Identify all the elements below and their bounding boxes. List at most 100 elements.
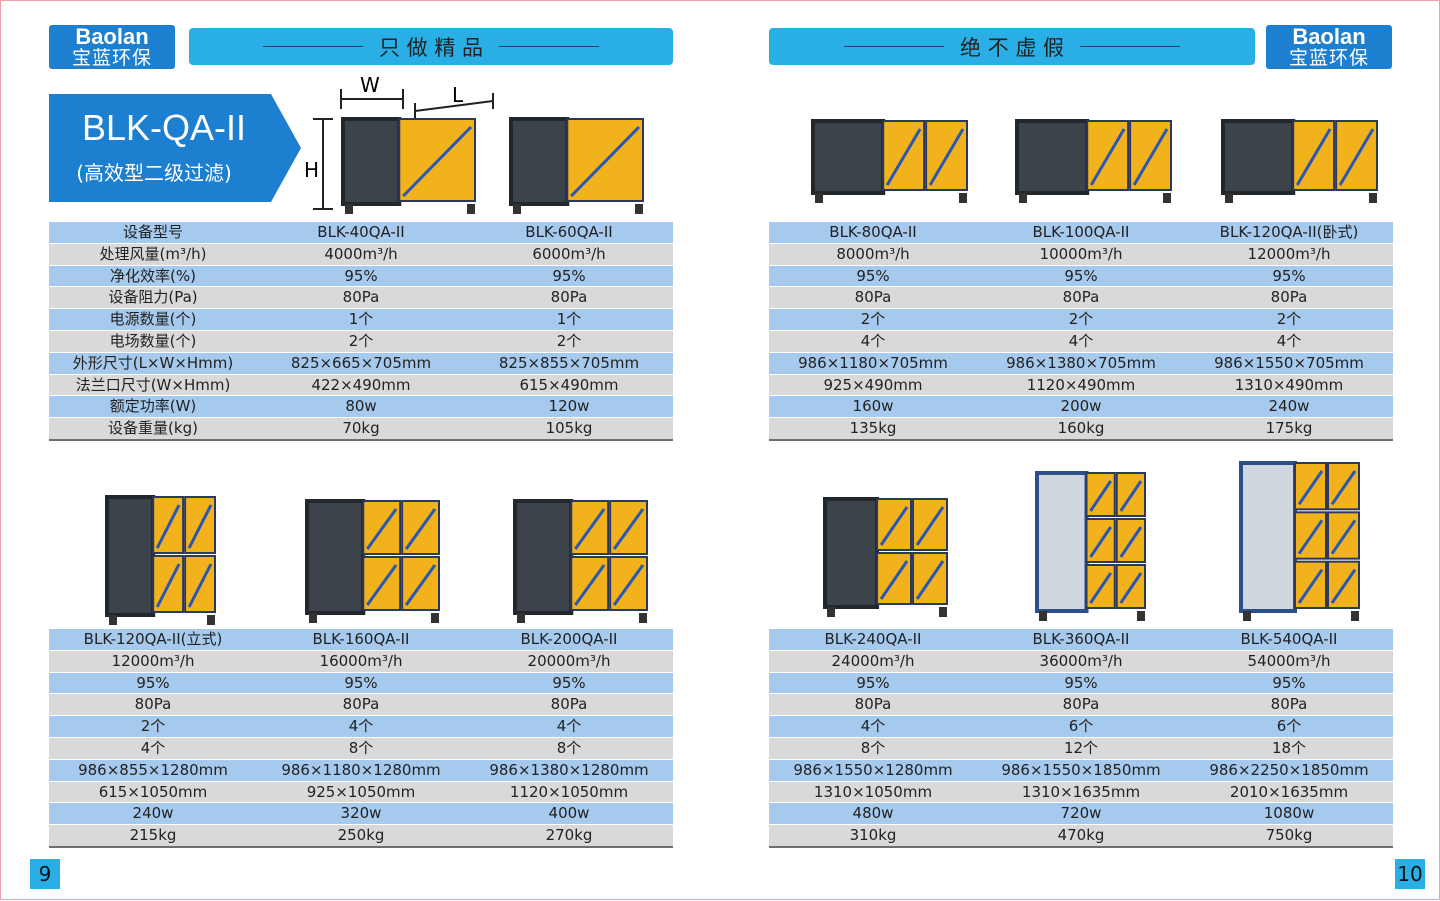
machine-part: [1137, 611, 1145, 621]
table-cell: 400w: [548, 804, 590, 823]
table-cell: 270kg: [545, 826, 593, 845]
table-cell: BLK-360QA-II: [1032, 630, 1130, 648]
machine-part: [1039, 611, 1047, 621]
table-cell: 80Pa: [342, 288, 380, 307]
table-cell: 10000m³/h: [1039, 244, 1123, 263]
table-cell: 95%: [856, 266, 890, 285]
table-cell: 240w: [132, 804, 174, 823]
table-cell: 422×490mm: [311, 375, 411, 394]
table-row: 2个 4个 4个: [49, 715, 673, 737]
machine-part: [1295, 128, 1332, 186]
table-row: 4个 8个 8个: [49, 736, 673, 759]
table-cell: 215kg: [129, 826, 177, 845]
table-cell: 986×1550×1280mm: [793, 760, 953, 779]
table-cell: 18个: [1271, 738, 1307, 757]
machine-part: [366, 508, 398, 550]
machine-part: [345, 204, 353, 214]
machine-part: [1239, 461, 1297, 613]
machine-part: [959, 193, 967, 203]
machine-part: [341, 117, 402, 206]
table-cell: 8个: [348, 738, 374, 757]
table-row: 8个 12个 18个: [769, 736, 1393, 759]
machine-part: [404, 564, 437, 606]
table-cell: 200w: [1060, 397, 1102, 416]
machine-part: [1369, 193, 1377, 203]
table-cell: 设备阻力(Pa): [108, 288, 198, 307]
machine-part: [1351, 611, 1359, 621]
table-cell: 825×855×705mm: [498, 353, 640, 372]
spec-table: BLK-80QA-II BLK-100QA-II BLK-120QA-II(卧式) 8…: [769, 221, 1393, 441]
table-row: 986×1550×1280mm 986×1550×1850mm 986×2250×1…: [769, 758, 1393, 781]
table-row: 外形尺寸(L×W×Hmm) 825×665×705mm 825×855×705mm: [49, 351, 673, 374]
table-cell: 16000m³/h: [319, 651, 403, 670]
table-cell: 12个: [1063, 738, 1099, 757]
table-row: 925×490mm 1120×490mm 1310×490mm: [769, 373, 1393, 396]
machine-part: [1243, 611, 1251, 621]
table-cell: 4个: [556, 717, 582, 736]
dimension-label: W: [360, 73, 380, 97]
logo-brand: Baolan: [75, 24, 149, 49]
table-cell: BLK-540QA-II: [1240, 630, 1338, 648]
table-cell: 8个: [860, 738, 886, 757]
table-cell: 310kg: [849, 826, 897, 845]
table-cell: 750kg: [1265, 826, 1313, 845]
table-row: 8000m³/h 10000m³/h 12000m³/h: [769, 242, 1393, 265]
dimension-lines: [313, 89, 494, 210]
table-cell: 4个: [1068, 331, 1094, 350]
table-row: 986×1180×705mm 986×1380×705mm 986×1550×705…: [769, 351, 1393, 374]
table-row: 615×1050mm 925×1050mm 1120×1050mm: [49, 780, 673, 803]
machine-part: [431, 613, 439, 623]
table-cell: 净化效率(%): [110, 266, 196, 285]
logo: Baolan 宝蓝环保: [49, 25, 175, 69]
table-cell: BLK-160QA-II: [312, 630, 410, 648]
machine-part: [928, 128, 965, 186]
table-cell: 95%: [552, 673, 586, 692]
model-subtitle: (高效型二级过滤): [76, 161, 232, 185]
table-row: 4个 6个 6个: [769, 715, 1393, 737]
table-cell: 120w: [548, 397, 590, 416]
table-cell: 95%: [344, 266, 378, 285]
table-cell: 1310×490mm: [1234, 375, 1344, 394]
table-cell: 1120×1050mm: [509, 782, 629, 801]
machine-part: [155, 504, 181, 549]
table-row: 2个 2个 2个: [769, 308, 1393, 330]
machine-part: [612, 508, 645, 550]
table-cell: 95%: [1272, 673, 1306, 692]
table-cell: 4个: [1276, 331, 1302, 350]
table-cell: 80Pa: [854, 288, 892, 307]
table-cell: 925×490mm: [823, 375, 923, 394]
machine-part: [1225, 193, 1233, 203]
table-row: 215kg 250kg 270kg: [49, 824, 673, 846]
machine-part: [823, 497, 880, 609]
machine-part: [1089, 480, 1112, 512]
machine-part: [1119, 572, 1143, 604]
table-cell: 外形尺寸(L×W×Hmm): [72, 353, 234, 372]
table-row: 1310×1050mm 1310×1635mm 2010×1635mm: [769, 780, 1393, 803]
table-cell: 1个: [556, 310, 582, 329]
table-row: 额定功率(W) 80w 120w: [49, 395, 673, 418]
machine-part: [1019, 193, 1027, 203]
machine-part: [1297, 470, 1324, 506]
table-cell: 825×665×705mm: [290, 353, 432, 372]
table-row: 160w 200w 240w: [769, 395, 1393, 418]
table-cell: 95%: [1064, 266, 1098, 285]
table-cell: BLK-240QA-II: [824, 630, 922, 648]
machine-part: [1089, 526, 1112, 558]
banner-text: 只 做 精 品: [378, 35, 484, 60]
table-row: BLK-120QA-II(立式) BLK-160QA-II BLK-200QA-II: [49, 628, 673, 650]
table-cell: 615×1050mm: [98, 782, 208, 801]
machine-part: [1221, 119, 1296, 195]
page-number: 10: [1395, 859, 1425, 889]
machine-part: [879, 560, 909, 600]
table-cell: 24000m³/h: [831, 651, 915, 670]
table-cell: 额定功率(W): [109, 397, 197, 416]
table-row: 95% 95% 95%: [769, 671, 1393, 694]
banner: 只 做 精 品: [189, 28, 673, 65]
table-cell: 240w: [1268, 397, 1310, 416]
logo-name: 宝蓝环保: [1288, 47, 1369, 69]
table-cell: 135kg: [849, 419, 897, 438]
model-badge: [49, 94, 301, 202]
machine-part: [305, 499, 366, 615]
table-cell: 设备重量(kg): [108, 419, 198, 438]
table-cell: 4个: [348, 717, 374, 736]
